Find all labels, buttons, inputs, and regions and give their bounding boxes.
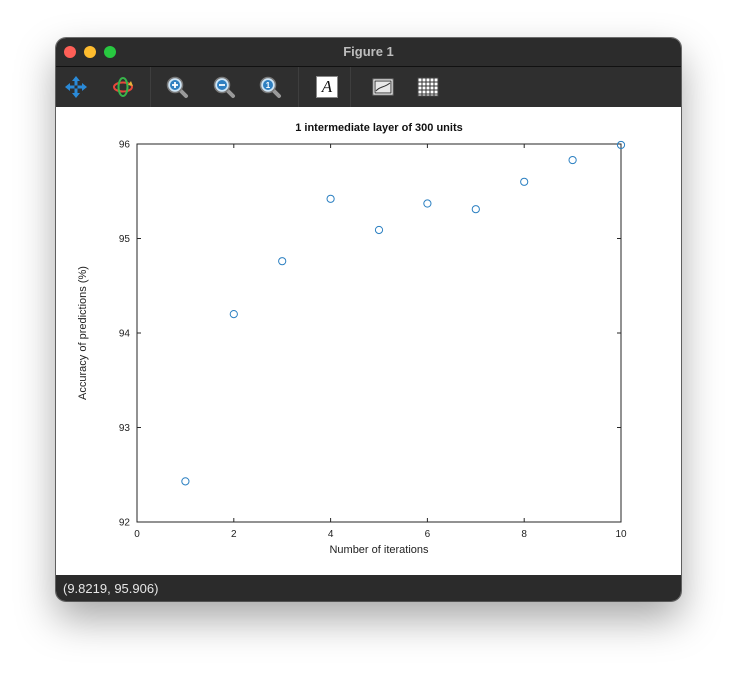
y-tick-label: 93: [119, 423, 131, 434]
data-point: [520, 177, 529, 186]
pan-arrows-icon: [65, 76, 87, 98]
x-axis-label: Number of iterations: [329, 544, 429, 556]
zoom-reset-button[interactable]: 1: [256, 73, 284, 101]
data-point: [181, 477, 190, 486]
window-title: Figure 1: [343, 44, 394, 59]
toolbar-separator: [350, 67, 351, 107]
axes-icon: [372, 78, 394, 96]
zoom-out-icon: [213, 76, 235, 98]
y-tick-label: 92: [119, 518, 131, 529]
figure-window: Figure 1: [56, 38, 681, 601]
x-tick-label: 6: [425, 529, 431, 540]
minimize-window-button[interactable]: [84, 46, 96, 58]
grid-icon: [417, 77, 439, 97]
axes-button[interactable]: [369, 73, 397, 101]
status-bar: (9.8219, 95.906): [56, 575, 681, 601]
data-point: [616, 140, 626, 150]
y-tick-label: 96: [119, 140, 131, 151]
toolbar: 1 A: [56, 67, 681, 107]
data-point: [278, 257, 287, 266]
figure-canvas[interactable]: 1 intermediate layer of 300 units 0 2 4 6 8 1…: [56, 107, 681, 575]
x-tick-label: 4: [328, 529, 334, 540]
pan-button[interactable]: [62, 73, 90, 101]
zoom-in-icon: [166, 76, 188, 98]
maximize-window-button[interactable]: [104, 46, 116, 58]
data-point: [229, 310, 238, 319]
y-tick-label: 95: [119, 234, 131, 245]
data-point: [423, 199, 432, 208]
svg-text:1: 1: [266, 81, 271, 90]
plot-area: [136, 143, 622, 523]
zoom-original-icon: 1: [259, 76, 281, 98]
data-point: [568, 155, 577, 165]
text-button[interactable]: A: [313, 73, 341, 101]
x-tick-label: 10: [615, 529, 627, 540]
x-tick-label: 8: [521, 529, 527, 540]
y-axis-label: Accuracy of predictions (%): [77, 266, 89, 400]
text-A-icon: A: [316, 76, 338, 98]
grid-button[interactable]: [414, 73, 442, 101]
zoom-in-button[interactable]: [163, 73, 191, 101]
x-tick-label: 0: [134, 529, 140, 540]
text-A-glyph: A: [321, 77, 333, 96]
toolbar-separator: [298, 67, 299, 107]
x-tick-label: 2: [231, 529, 237, 540]
data-point: [326, 194, 335, 203]
y-tick-label: 94: [119, 329, 131, 340]
close-window-button[interactable]: [64, 46, 76, 58]
scatter-plot[interactable]: 1 intermediate layer of 300 units 0 2 4 6 8 1…: [56, 107, 681, 575]
toolbar-separator: [150, 67, 151, 107]
title-bar: Figure 1: [56, 38, 681, 67]
data-point: [374, 225, 384, 235]
chart-title: 1 intermediate layer of 300 units: [295, 122, 463, 134]
coordinate-readout: (9.8219, 95.906): [63, 581, 159, 596]
data-point: [471, 205, 480, 214]
zoom-out-button[interactable]: [210, 73, 238, 101]
rotate-icon: [113, 77, 133, 97]
rotate-button[interactable]: [109, 73, 137, 101]
